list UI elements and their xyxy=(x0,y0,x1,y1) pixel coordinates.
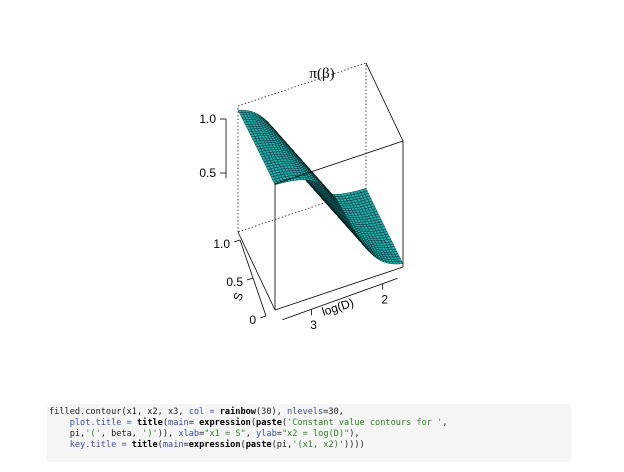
code-token: = xyxy=(276,429,282,439)
code-token: = xyxy=(188,418,200,428)
code-token: key.title = xyxy=(69,440,132,450)
code-line: filled.contour(x1, x2, x3, col = rainbow… xyxy=(49,407,571,418)
logd-axis: 3 2 log(D) xyxy=(282,277,398,332)
code-token: ), xyxy=(349,429,360,439)
code-token: title xyxy=(136,418,163,428)
r-code-snippet: filled.contour(x1, x2, x3, col = rainbow… xyxy=(47,404,571,462)
s-axis: 0 0.5 1.0 S xyxy=(213,237,267,327)
code-token: title xyxy=(131,440,158,450)
code-token: '(x1, x2)' xyxy=(292,440,345,450)
code-token: 'Constant value contours for ' xyxy=(287,418,443,428)
s-tick-label: 1.0 xyxy=(213,237,230,251)
surface-plot-svg: π(β) 0.5 1.0 0 0.5 1.0 S 3 2 log(D) xyxy=(199,62,404,332)
code-token: = xyxy=(183,440,189,450)
code-token: ( xyxy=(157,440,163,450)
code-token: , xyxy=(442,418,448,428)
code-token: , beta, xyxy=(100,429,143,439)
surface-mesh xyxy=(237,109,404,265)
code-token: ( xyxy=(162,418,169,428)
code-token: expression xyxy=(199,418,251,428)
box-edge xyxy=(274,140,404,185)
box-edge xyxy=(365,62,404,142)
code-token: (30), xyxy=(255,407,288,417)
bounding-box-back xyxy=(237,62,367,233)
logd-axis-label: log(D) xyxy=(320,295,355,318)
z-tick-label: 1.0 xyxy=(199,112,216,126)
logd-tick-label: 3 xyxy=(310,318,317,332)
code-token: paste xyxy=(245,440,272,450)
code-token: ')' xyxy=(142,429,158,439)
box-edge xyxy=(237,231,276,311)
code-token: =30, xyxy=(323,407,344,417)
box-edge xyxy=(237,62,367,107)
code-token: pi, xyxy=(49,429,86,439)
code-token: main xyxy=(162,440,184,450)
s-tick-label: 0.5 xyxy=(226,275,243,289)
code-token: filled.contour(x1, x2, x3, xyxy=(49,407,189,417)
code-line: plot.title = title(main= expression(past… xyxy=(49,418,571,429)
code-token: paste xyxy=(256,418,282,428)
code-token: (pi, xyxy=(271,440,293,450)
code-token: rainbow xyxy=(219,407,256,417)
s-tick-label: 0 xyxy=(249,313,256,327)
s-tick xyxy=(259,315,267,319)
code-token: ( xyxy=(240,440,246,450)
code-token: main xyxy=(168,418,189,428)
code-token xyxy=(49,418,70,428)
box-edge xyxy=(274,266,404,311)
code-line: key.title = title(main=expression(paste(… xyxy=(49,440,571,451)
chart-title: π(β) xyxy=(309,66,334,82)
code-token: ( xyxy=(250,418,257,428)
code-token xyxy=(49,440,70,450)
code-token: ylab xyxy=(256,429,277,439)
logd-axis-line xyxy=(282,277,398,321)
code-token: = xyxy=(199,429,205,439)
bounding-box-front xyxy=(237,62,404,311)
code-token: )))) xyxy=(344,440,365,450)
code-token: '(' xyxy=(85,429,101,439)
code-line: pi,'(', beta, ')')), xlab="x1 = S", ylab… xyxy=(49,429,571,440)
surface-plot: π(β) 0.5 1.0 0 0.5 1.0 S 3 2 log(D) xyxy=(199,62,404,332)
box-edge xyxy=(237,188,367,233)
code-token: xlab xyxy=(178,429,200,439)
code-token: , xyxy=(245,429,257,439)
s-tick xyxy=(233,239,241,243)
code-token: "x2 = log(D)" xyxy=(281,429,350,439)
code-token: col = xyxy=(188,407,220,417)
s-axis-label: S xyxy=(230,290,246,302)
code-token: nlevels xyxy=(287,407,324,417)
code-token: )), xyxy=(157,429,179,439)
surface-facet xyxy=(398,261,404,265)
z-tick-label: 0.5 xyxy=(199,166,216,180)
code-token: expression xyxy=(188,440,241,450)
logd-tick-label: 2 xyxy=(381,293,388,307)
code-token: "x1 = S" xyxy=(204,429,246,439)
s-tick xyxy=(246,277,254,281)
code-token: plot.title = xyxy=(69,418,137,428)
code-token: ( xyxy=(281,418,288,428)
z-axis: 0.5 1.0 xyxy=(199,112,227,180)
